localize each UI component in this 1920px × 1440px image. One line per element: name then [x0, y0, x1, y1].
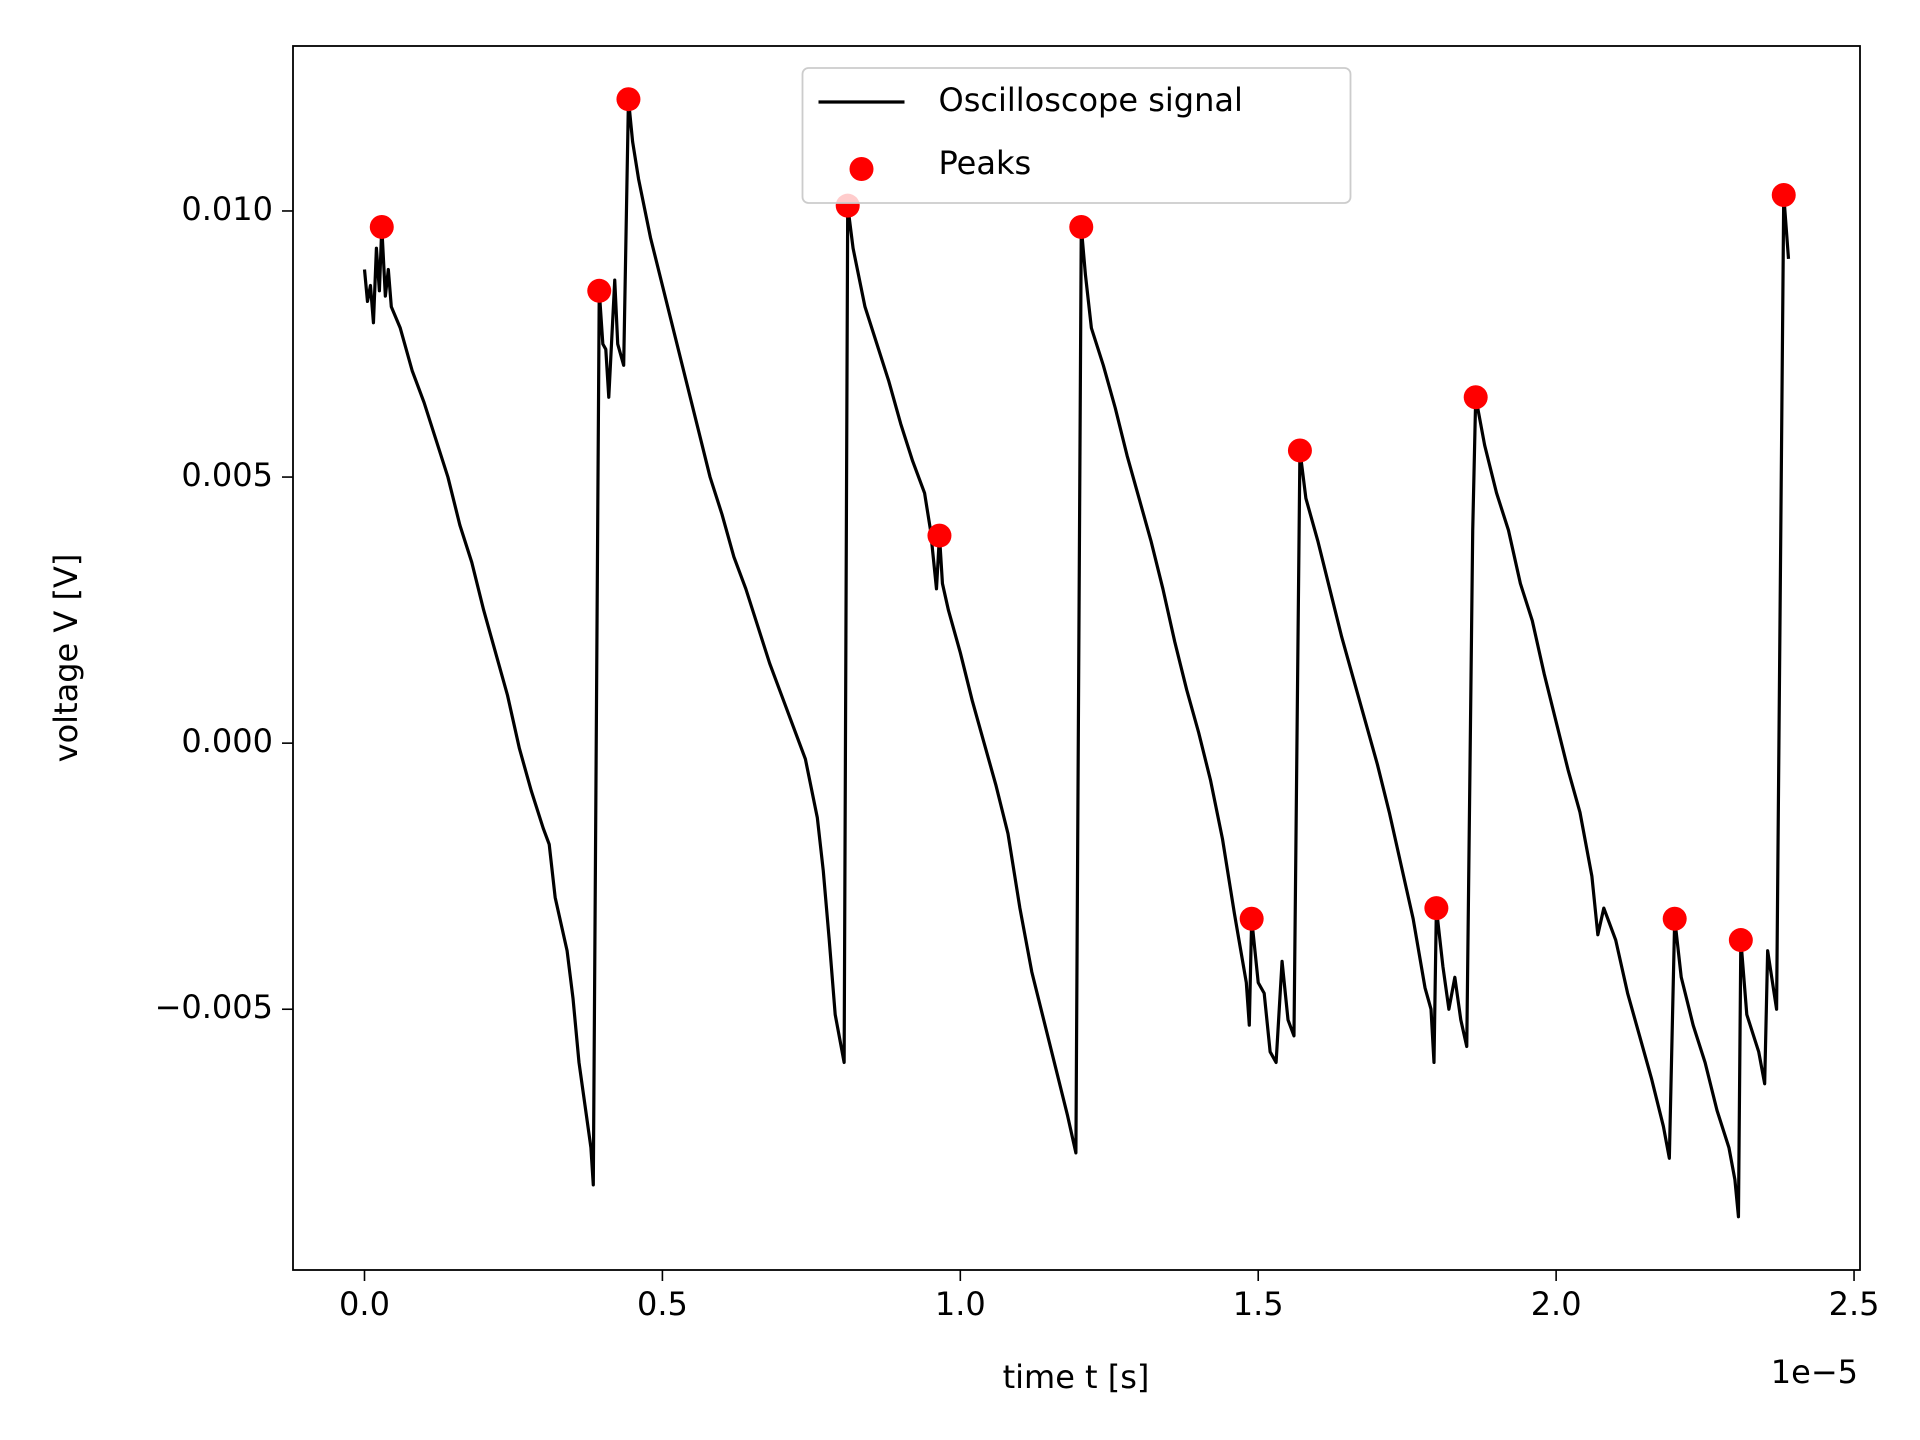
x-tick-label: 0.0 — [339, 1285, 390, 1323]
legend-box — [801, 67, 1352, 204]
x-tick-label: 2.0 — [1531, 1285, 1582, 1323]
peak-point — [369, 214, 394, 239]
peak-point — [927, 523, 952, 548]
y-tick-label: −0.005 — [155, 988, 273, 1026]
peak-point — [587, 278, 612, 303]
peak-point — [1771, 183, 1796, 208]
peak-point — [1463, 385, 1488, 410]
peak-point — [1287, 438, 1312, 463]
legend-label: Oscilloscope signal — [939, 81, 1243, 119]
signal-line — [362, 97, 1791, 1219]
x-offset-label: 1e−5 — [1771, 1353, 1858, 1391]
y-axis-label: voltage V [V] — [47, 554, 85, 763]
y-tick-label: 0.000 — [181, 722, 273, 760]
peak-point — [616, 87, 641, 112]
legend-marker — [849, 157, 874, 181]
peak-point — [1728, 928, 1753, 953]
x-tick-label: 0.5 — [637, 1285, 688, 1323]
x-tick-label: 1.5 — [1233, 1285, 1284, 1323]
peak-point — [1424, 896, 1449, 921]
axes-frame — [292, 45, 1861, 1271]
x-tick-label: 1.0 — [935, 1285, 986, 1323]
x-tick-label: 2.5 — [1829, 1285, 1880, 1323]
peak-point — [1662, 906, 1687, 931]
peak-point — [1239, 906, 1264, 931]
peak-point — [1069, 214, 1094, 239]
y-tick-label: 0.005 — [181, 456, 273, 494]
x-axis-label: time t [s] — [1003, 1358, 1150, 1396]
legend-label: Peaks — [939, 144, 1032, 182]
y-tick-label: 0.010 — [181, 190, 273, 228]
